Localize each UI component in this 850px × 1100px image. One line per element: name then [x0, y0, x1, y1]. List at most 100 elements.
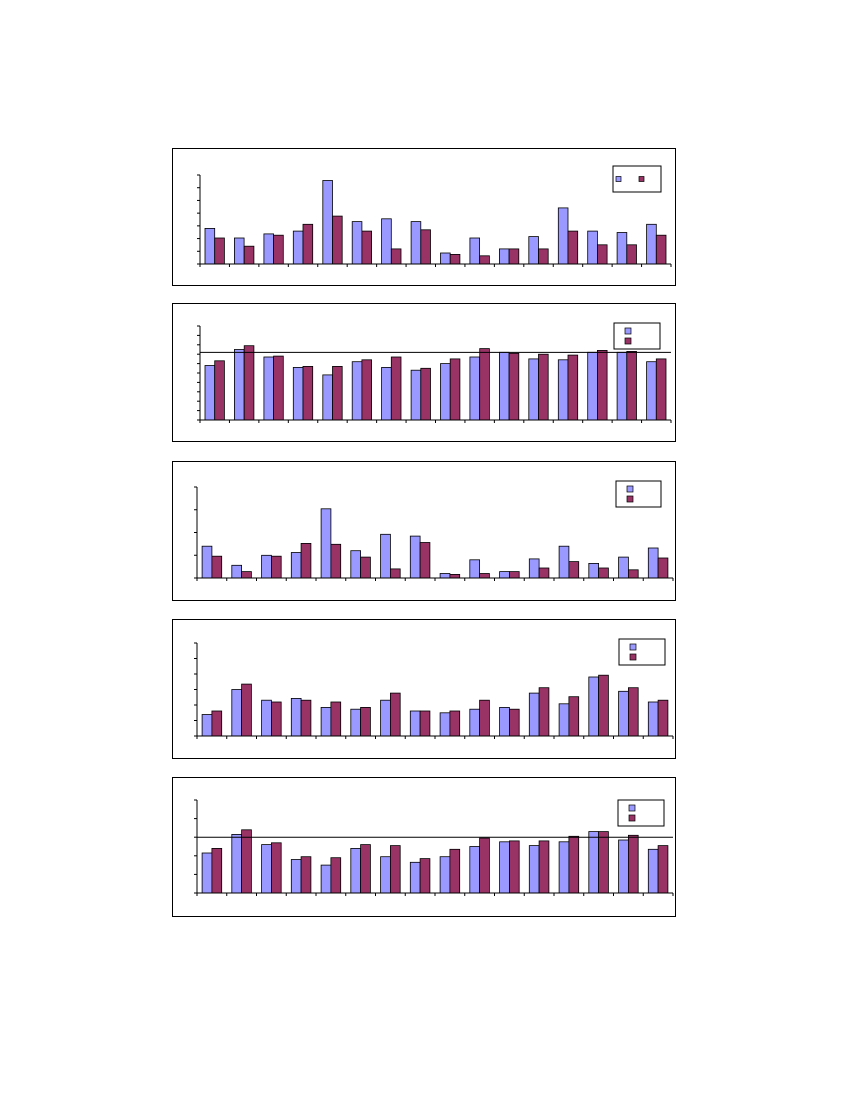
bar-series-2-cat-15 — [627, 834, 639, 894]
bar-series-2-cat-11 — [508, 248, 520, 265]
bar-series-1-cat-15 — [616, 351, 628, 421]
bar-series-2-cat-16 — [657, 845, 669, 894]
bar-series-1-cat-2 — [234, 237, 245, 265]
bar-series-2-cat-7 — [389, 845, 401, 894]
bar-series-1-cat-16 — [646, 361, 657, 421]
bar-series-2-cat-1 — [214, 360, 225, 421]
bar-series-2-cat-13 — [568, 696, 580, 737]
bar-series-2-cat-9 — [449, 358, 461, 421]
bar-series-2-cat-8 — [419, 858, 431, 894]
bar-series-2-cat-3 — [273, 234, 284, 265]
bar-series-1-cat-15 — [618, 839, 629, 894]
bar-series-2-cat-5 — [330, 701, 342, 737]
bar-series-1-cat-8 — [410, 221, 422, 265]
bar-series-2-cat-9 — [449, 848, 461, 894]
bar-series-2-cat-7 — [389, 692, 401, 737]
chart-panel-2 — [172, 303, 676, 442]
bar-series-2-cat-14 — [596, 244, 608, 265]
legend-box — [617, 799, 665, 827]
bar-series-1-cat-2 — [231, 689, 242, 737]
bar-series-1-cat-16 — [647, 701, 659, 737]
bar-series-2-cat-11 — [508, 352, 520, 421]
bar-series-2-cat-5 — [332, 215, 343, 265]
bar-series-1-cat-8 — [409, 861, 421, 894]
bar-series-2-cat-4 — [300, 543, 312, 579]
bar-series-2-cat-12 — [538, 567, 550, 579]
bar-series-1-cat-1 — [204, 365, 216, 421]
bar-series-1-cat-3 — [263, 233, 275, 265]
bar-series-2-cat-5 — [330, 543, 342, 579]
legend-box — [613, 322, 661, 350]
bar-series-2-cat-1 — [211, 555, 223, 579]
chart-panel-5 — [172, 777, 676, 917]
bar-series-2-cat-8 — [420, 367, 431, 421]
bar-series-1-cat-15 — [618, 556, 629, 579]
bar-series-1-cat-5 — [320, 707, 332, 737]
chart-3 — [194, 480, 674, 581]
bar-series-1-cat-13 — [557, 207, 569, 265]
bar-series-1-cat-4 — [290, 859, 302, 894]
bar-series-2-cat-13 — [567, 354, 579, 421]
bar-series-2-cat-4 — [300, 856, 312, 894]
bar-series-2-cat-2 — [243, 345, 255, 421]
bar-series-1-cat-13 — [558, 703, 570, 737]
bar-series-2-cat-12 — [538, 687, 550, 737]
bar-series-1-cat-4 — [292, 367, 304, 421]
legend — [613, 322, 661, 350]
bar-series-1-cat-7 — [380, 533, 391, 579]
bar-series-1-cat-6 — [350, 848, 362, 894]
bar-series-2-cat-10 — [479, 699, 490, 737]
bar-series-1-cat-4 — [290, 552, 302, 579]
bar-series-2-cat-13 — [567, 230, 579, 265]
legend-swatch-series-2 — [628, 814, 636, 822]
bar-series-1-cat-15 — [618, 690, 629, 737]
bar-series-1-cat-11 — [499, 841, 510, 894]
bar-series-2-cat-5 — [330, 857, 342, 894]
bar-series-2-cat-10 — [479, 573, 490, 579]
legend-box — [618, 638, 666, 666]
bar-series-2-cat-3 — [271, 555, 282, 579]
legend-swatch-series-1 — [626, 485, 634, 493]
bar-series-1-cat-14 — [587, 351, 598, 421]
bar-series-2-cat-6 — [361, 230, 372, 265]
legend-box — [615, 480, 662, 508]
bar-series-1-cat-5 — [322, 374, 333, 421]
bar-series-1-cat-16 — [647, 848, 659, 894]
bar-series-2-cat-6 — [361, 359, 372, 421]
bar-series-2-cat-12 — [538, 353, 549, 421]
bar-series-1-cat-6 — [350, 550, 362, 579]
bar-series-1-cat-14 — [588, 831, 599, 894]
bar-series-2-cat-2 — [243, 245, 255, 265]
bar-series-2-cat-3 — [271, 842, 282, 894]
chart-1 — [197, 165, 672, 267]
bar-series-2-cat-7 — [390, 356, 402, 421]
bar-series-1-cat-3 — [263, 356, 275, 421]
bar-series-2-cat-6 — [360, 844, 371, 894]
bar-series-1-cat-6 — [350, 708, 362, 737]
bar-series-2-cat-14 — [598, 567, 609, 579]
bar-series-1-cat-13 — [558, 841, 570, 894]
bar-series-1-cat-7 — [380, 856, 391, 894]
bar-series-2-cat-15 — [627, 687, 639, 737]
bar-series-1-cat-3 — [261, 844, 272, 894]
chart-panel-3 — [172, 461, 676, 601]
bar-series-2-cat-8 — [419, 710, 431, 737]
bar-series-1-cat-4 — [290, 698, 302, 737]
bar-series-2-cat-3 — [271, 701, 282, 737]
bar-series-2-cat-1 — [211, 848, 223, 894]
bar-series-2-cat-1 — [211, 710, 223, 737]
bar-series-1-cat-10 — [469, 559, 480, 579]
bar-series-2-cat-12 — [538, 248, 549, 265]
bar-series-1-cat-10 — [469, 237, 480, 265]
bar-series-1-cat-7 — [381, 218, 392, 265]
bar-series-2-cat-2 — [241, 571, 252, 579]
bar-series-1-cat-8 — [409, 535, 421, 579]
bar-series-2-cat-4 — [300, 699, 312, 737]
bar-series-1-cat-2 — [231, 834, 242, 894]
bar-series-1-cat-11 — [498, 351, 510, 421]
bar-series-2-cat-14 — [596, 350, 608, 421]
chart-4 — [194, 638, 674, 739]
bar-series-2-cat-4 — [302, 366, 314, 421]
legend-swatch-series-2 — [624, 337, 632, 345]
bar-series-2-cat-9 — [449, 574, 461, 579]
